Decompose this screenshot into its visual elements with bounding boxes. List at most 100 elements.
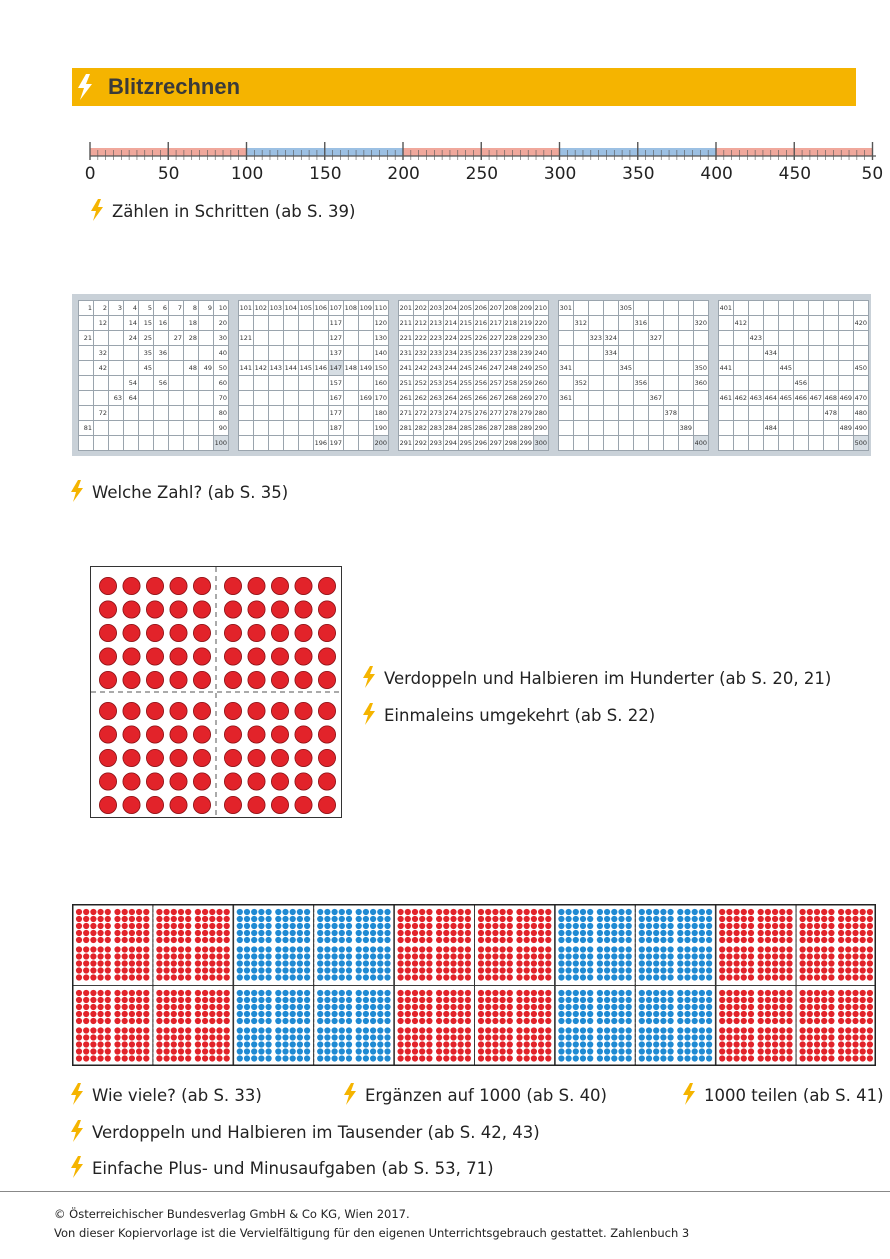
grid-cell: 229 — [519, 331, 534, 346]
dot — [411, 967, 419, 974]
dot — [638, 915, 645, 923]
dot — [436, 1010, 443, 1018]
grid-cell — [574, 406, 589, 421]
dot — [799, 996, 806, 1004]
dot — [684, 1017, 691, 1025]
grid-cell: 121 — [239, 331, 254, 346]
dot — [193, 725, 212, 744]
dot — [443, 1027, 450, 1034]
dot — [384, 996, 391, 1004]
dot — [426, 908, 433, 916]
dot — [667, 915, 674, 923]
dot — [719, 967, 726, 974]
dot — [419, 1010, 426, 1018]
dot — [457, 974, 464, 981]
dot — [163, 1017, 170, 1025]
grid-cell — [794, 331, 809, 346]
dot — [143, 936, 150, 944]
dot — [506, 1055, 513, 1062]
dot — [740, 974, 747, 981]
grid-cell — [634, 406, 649, 421]
dot — [757, 989, 764, 997]
dot — [104, 929, 111, 937]
dot — [331, 1034, 338, 1041]
dot — [202, 1010, 209, 1018]
dot — [216, 922, 223, 930]
dot — [799, 953, 806, 960]
dot — [163, 1041, 170, 1048]
dot — [275, 1055, 282, 1062]
grid-cell — [239, 376, 254, 391]
grid-cell: 219 — [519, 316, 534, 331]
dot — [194, 996, 201, 1004]
dot — [866, 1034, 874, 1041]
dot — [156, 1027, 163, 1034]
dot — [538, 1027, 545, 1034]
dot — [691, 1048, 698, 1055]
dot — [223, 576, 242, 596]
dot — [169, 725, 188, 744]
dot — [216, 908, 223, 916]
dot — [270, 647, 289, 666]
dot — [684, 946, 691, 953]
dot — [677, 967, 684, 974]
dot — [355, 946, 362, 953]
dot — [236, 946, 243, 953]
dot — [177, 936, 185, 944]
grid-cell: 478 — [824, 406, 839, 421]
dot — [706, 936, 713, 944]
dot — [90, 1055, 97, 1062]
dot — [209, 996, 216, 1004]
dot — [98, 772, 118, 791]
dot — [289, 960, 296, 967]
dot — [638, 974, 645, 981]
dot — [660, 1048, 667, 1055]
dot — [565, 1034, 572, 1041]
dot — [684, 1041, 691, 1048]
dot — [404, 936, 411, 944]
dot — [677, 1027, 684, 1034]
grid-cell — [589, 376, 604, 391]
dot — [706, 922, 713, 930]
dot — [828, 1048, 835, 1055]
dot — [317, 922, 324, 930]
grid-cell — [124, 346, 139, 361]
dot — [786, 1048, 793, 1055]
dot — [757, 1048, 764, 1055]
dot — [579, 967, 587, 974]
dot — [859, 996, 866, 1004]
dot — [653, 946, 660, 953]
dot — [355, 929, 362, 937]
grid-cell: 4 — [124, 301, 139, 316]
dot — [845, 974, 852, 981]
grid-cell — [284, 421, 299, 436]
dot — [355, 1027, 362, 1034]
dot — [114, 936, 121, 944]
dot — [265, 922, 272, 930]
dot — [194, 922, 201, 930]
dot — [845, 1048, 852, 1055]
dot — [419, 1048, 426, 1055]
dot — [275, 946, 282, 953]
dot — [243, 996, 251, 1004]
dot — [419, 960, 426, 967]
dot — [411, 974, 419, 981]
dot — [733, 1010, 740, 1018]
dot — [545, 946, 552, 953]
dot — [156, 967, 163, 974]
grid-cell — [824, 361, 839, 376]
dot — [426, 996, 433, 1004]
dot — [779, 1010, 786, 1018]
dot — [579, 996, 587, 1004]
dot — [384, 1010, 391, 1018]
dot — [813, 960, 821, 967]
dot — [638, 936, 645, 944]
dot — [377, 960, 384, 967]
dot — [866, 922, 874, 930]
grid-cell: 167 — [329, 391, 344, 406]
grid-cell: 216 — [474, 316, 489, 331]
dot — [411, 922, 419, 930]
dot — [83, 1010, 90, 1018]
dot — [579, 974, 587, 981]
dot — [114, 967, 121, 974]
